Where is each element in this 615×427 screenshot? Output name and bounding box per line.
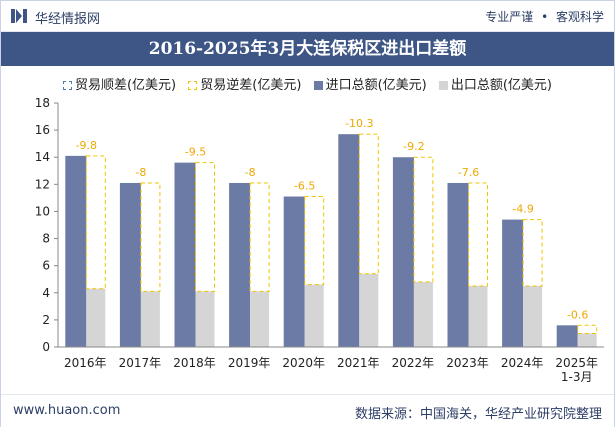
title-bar: 2016-2025年3月大连保税区进出口差额: [1, 32, 614, 66]
export-bar: [304, 284, 324, 347]
legend-swatch-export: [438, 81, 448, 90]
export-bar: [250, 291, 270, 347]
export-bar: [86, 288, 106, 347]
deficit-data-label: -10.3: [345, 117, 373, 130]
export-bar: [577, 333, 597, 347]
deficit-data-label: -6.5: [294, 180, 315, 193]
legend-label-import: 进口总额(亿美元): [325, 78, 427, 93]
deficit-bar: [304, 196, 325, 286]
import-bar: [229, 182, 251, 347]
legend-item-deficit: 贸易逆差(亿美元): [188, 74, 301, 93]
x-tick-label: 2017年: [119, 356, 162, 370]
legend-label-surplus: 贸易顺差(亿美元): [74, 78, 177, 93]
deficit-bar: [195, 162, 215, 292]
deficit-data-label: -9.5: [185, 146, 206, 159]
deficit-data-label: -4.9: [512, 203, 533, 216]
brand-name: 华经情报网: [35, 12, 101, 27]
y-tick-label: 16: [35, 123, 50, 137]
deficit-data-label: -8: [135, 166, 146, 179]
legend-swatch-deficit: [188, 81, 198, 90]
deficit-bar: [413, 156, 434, 283]
export-bar: [468, 286, 488, 347]
import-bar: [392, 157, 414, 347]
deficit-bar: [249, 182, 270, 292]
deficit-bar: [468, 182, 488, 287]
import-bar: [447, 182, 469, 347]
x-tick-label: 2016年: [64, 356, 107, 370]
import-bar: [556, 325, 578, 347]
import-bar: [119, 182, 141, 347]
deficit-data-label: -8: [245, 166, 256, 179]
deficit-data-label: -9.2: [403, 140, 424, 153]
y-tick-label: 0: [42, 340, 50, 354]
y-tick-label: 18: [35, 96, 50, 110]
import-bar: [338, 134, 360, 347]
y-tick-label: 4: [42, 286, 50, 300]
x-tick-label: 2025年: [555, 356, 598, 370]
y-tick-label: 14: [35, 150, 50, 164]
y-tick-label: 2: [42, 313, 50, 327]
export-bar: [140, 291, 160, 347]
deficit-data-label: -0.6: [567, 308, 588, 321]
top-bar: 华经情报网 专业严谨 • 客观科学: [1, 1, 614, 32]
chart-plot-area: 0 2 4 6 8 10 12 14 16 18 -9.8 2016年 -8 2017年 -9.5 2018年…: [35, 96, 604, 384]
deficit-bar: [358, 133, 379, 275]
chart-legend: 贸易顺差(亿美元) 贸易逆差(亿美元) 进口总额(亿美元) 出口总额(亿美元): [1, 74, 614, 94]
x-tick-label: 2021年: [337, 356, 380, 370]
chart-title: 2016-2025年3月大连保税区进出口差额: [148, 39, 467, 59]
legend-label-export: 出口总额(亿美元): [450, 78, 553, 93]
x-tick-label: 2023年: [446, 356, 489, 370]
deficit-data-label: -9.8: [76, 139, 97, 152]
legend-item-export: 出口总额(亿美元): [438, 74, 553, 93]
x-tick-label: 2024年: [501, 356, 544, 370]
y-tick-label: 6: [42, 259, 50, 273]
y-tick-label: 10: [35, 204, 50, 218]
tag-professional: 专业严谨: [485, 10, 534, 24]
x-tick-label: 2019年: [228, 356, 271, 370]
deficit-bar: [577, 324, 598, 334]
huajing-logo-icon: [11, 9, 27, 23]
legend-item-surplus: 贸易顺差(亿美元): [62, 74, 177, 93]
import-bar: [174, 162, 196, 347]
tag-objective: 客观科学: [555, 10, 604, 24]
x-tick-label: 1-3月: [561, 370, 593, 384]
data-source: 数据来源：中国海关，华经产业研究院整理: [354, 407, 602, 422]
legend-swatch-surplus: [62, 81, 72, 90]
export-bar: [195, 291, 215, 347]
y-tick-label: 12: [35, 177, 50, 191]
legend-label-deficit: 贸易逆差(亿美元): [200, 78, 302, 93]
deficit-bar: [140, 182, 161, 292]
deficit-data-label: -7.6: [458, 166, 479, 179]
site-url: www.huaon.com: [13, 403, 121, 418]
deficit-bar: [85, 155, 106, 290]
deficit-bar: [522, 219, 543, 287]
import-bar: [502, 219, 524, 347]
legend-item-import: 进口总额(亿美元): [313, 74, 427, 93]
legend-swatch-import: [313, 81, 323, 90]
x-tick-label: 2020年: [282, 356, 325, 370]
import-bar: [65, 155, 87, 347]
export-bar: [413, 281, 433, 347]
x-tick-label: 2018年: [173, 356, 216, 370]
y-tick-label: 8: [42, 232, 50, 246]
footer-bar: www.huaon.com 数据来源：中国海关，华经产业研究院整理: [1, 394, 614, 427]
tag-separator: •: [541, 10, 549, 24]
import-bar: [283, 196, 305, 347]
header-tags: 专业严谨 • 客观科学: [485, 8, 604, 25]
x-tick-label: 2022年: [392, 356, 435, 370]
export-bar: [523, 286, 543, 347]
export-bar: [359, 273, 379, 347]
